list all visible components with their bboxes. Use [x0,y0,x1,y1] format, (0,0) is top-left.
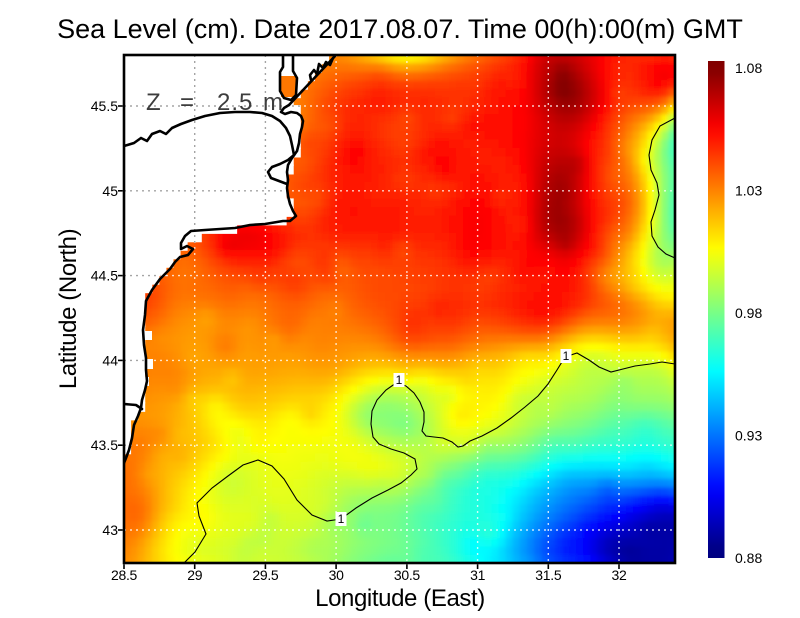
svg-text:32: 32 [612,567,627,583]
svg-text:1: 1 [563,349,570,363]
svg-text:1.08: 1.08 [735,60,762,76]
svg-text:=: = [180,89,194,116]
svg-text:43.5: 43.5 [91,437,118,453]
svg-text:30.5: 30.5 [394,567,421,583]
svg-text:31.5: 31.5 [535,567,562,583]
svg-text:44.5: 44.5 [91,268,118,284]
svg-text:1.03: 1.03 [735,183,762,199]
svg-text:43: 43 [102,522,118,538]
svg-text:Longitude (East): Longitude (East) [315,585,485,612]
svg-text:29.5: 29.5 [252,567,279,583]
svg-text:31: 31 [470,567,485,583]
svg-text:44: 44 [102,352,118,368]
svg-text:0.98: 0.98 [735,305,762,321]
svg-text:45: 45 [102,183,118,199]
svg-text:30: 30 [329,567,344,583]
svg-text:0.93: 0.93 [735,428,762,444]
svg-text:Z: Z [146,89,161,116]
svg-text:45.5: 45.5 [91,98,118,114]
svg-text:m: m [263,89,283,116]
svg-text:2.5: 2.5 [217,89,253,116]
svg-text:Sea Level (cm). Date 2017.08.0: Sea Level (cm). Date 2017.08.07. Time 00… [57,14,743,44]
svg-text:0.88: 0.88 [735,550,762,566]
svg-text:29: 29 [187,567,202,583]
svg-text:1: 1 [338,512,345,526]
svg-text:28.5: 28.5 [111,567,138,583]
svg-text:1: 1 [396,373,403,387]
svg-text:Latitude (North): Latitude (North) [55,229,82,389]
